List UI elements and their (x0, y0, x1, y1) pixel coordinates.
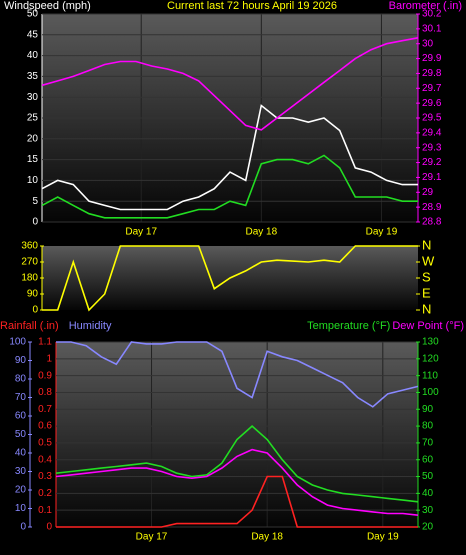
series-line (41, 37, 419, 131)
y3-tick-label: 50 (15, 429, 27, 440)
legend-entry: Dew Point (°F) (392, 320, 464, 332)
x-tick-label: Day 19 (366, 227, 398, 238)
y2-tick-label: 29.8 (422, 68, 442, 79)
y-tick-label: 360 (21, 241, 38, 252)
y2-tick-label: 29.3 (422, 142, 442, 153)
y2-tick-label: 30 (422, 38, 434, 49)
plot-background (56, 342, 418, 527)
y-tick-label: 20 (27, 133, 39, 144)
y-tick-label: 0.2 (38, 488, 52, 499)
y2-axis-label: Barometer (.in) (389, 0, 462, 12)
series-line (56, 341, 419, 408)
y2-tick-label: 29.7 (422, 83, 442, 94)
y-tick-label: 270 (21, 257, 38, 268)
y-tick-label: 1.1 (38, 337, 52, 348)
y2-tick-label: 29.9 (422, 53, 442, 64)
x-tick-label: Day 17 (136, 532, 168, 543)
y3-tick-label: 10 (15, 503, 27, 514)
y-axis-label: Windspeed (mph) (4, 0, 91, 12)
y3-tick-label: 30 (15, 466, 27, 477)
y2-tick-label: 29 (422, 187, 434, 198)
y-tick-label: 0.1 (38, 505, 52, 516)
y2-tick-label: 110 (422, 370, 438, 381)
y2-tick-label: N (422, 237, 431, 252)
y-tick-label: 30 (27, 92, 39, 103)
y-tick-label: 0 (46, 522, 52, 533)
y-tick-label: 0.8 (38, 387, 52, 398)
y-tick-label: 0.4 (38, 454, 52, 465)
y2-tick-label: 29.2 (422, 157, 442, 168)
y2-tick-label: 100 (422, 387, 439, 398)
y2-tick-label: 40 (422, 488, 434, 499)
y-tick-label: 35 (27, 71, 39, 82)
series-line (41, 154, 418, 219)
y3-tick-label: 100 (9, 337, 26, 348)
chart-title: Current last 72 hours April 19 2026 (167, 0, 337, 12)
y2-tick-label: 90 (422, 404, 434, 415)
y-tick-label: 0 (32, 305, 38, 316)
y-tick-label: 90 (27, 289, 39, 300)
x-tick-label: Day 18 (251, 532, 283, 543)
y-tick-label: 180 (21, 273, 38, 284)
y2-tick-label: 50 (422, 471, 434, 482)
y2-tick-label: 29.6 (422, 98, 442, 109)
y2-tick-label: 30.2 (422, 9, 442, 20)
series-line (56, 475, 418, 528)
y2-tick-label: 60 (422, 454, 434, 465)
y3-tick-label: 40 (15, 448, 27, 459)
y3-tick-label: 90 (15, 355, 27, 366)
y3-tick-label: 20 (15, 485, 27, 496)
series-line (42, 245, 418, 312)
y2-tick-label: E (422, 285, 431, 300)
y-tick-label: 0.6 (38, 421, 52, 432)
y-tick-label: 5 (32, 196, 38, 207)
x-tick-label: Day 18 (245, 227, 277, 238)
y2-tick-label: 30.1 (422, 23, 442, 34)
y2-tick-label: W (422, 253, 435, 268)
y-tick-label: 0.7 (38, 404, 52, 415)
y3-tick-label: 60 (15, 411, 27, 422)
y2-tick-label: 20 (422, 522, 434, 533)
y-tick-label: 50 (27, 9, 39, 20)
y-tick-label: 10 (27, 175, 39, 186)
y2-tick-label: 29.5 (422, 113, 442, 124)
y-tick-label: 0.3 (38, 471, 52, 482)
y-tick-label: 0.9 (38, 370, 52, 381)
y-tick-label: 0 (32, 217, 38, 228)
y2-tick-label: 70 (422, 438, 434, 449)
y3-tick-label: 70 (15, 392, 27, 403)
y2-tick-label: N (422, 301, 431, 316)
x-tick-label: Day 19 (367, 532, 399, 543)
y2-tick-label: 28.8 (422, 217, 442, 228)
y2-tick-label: 29.1 (422, 172, 442, 183)
x-tick-label: Day 17 (125, 227, 157, 238)
y2-tick-label: S (422, 269, 431, 284)
y-tick-label: 45 (27, 29, 39, 40)
y-tick-label: 25 (27, 113, 39, 124)
y-tick-label: 0.5 (38, 438, 52, 449)
y-tick-label: 1 (46, 353, 52, 364)
y-tick-label: 15 (27, 154, 39, 165)
series-line (55, 425, 419, 503)
y-tick-label: 40 (27, 50, 39, 61)
legend-entry: Rainfall (.in) (0, 320, 59, 332)
y2-tick-label: 29.4 (422, 127, 442, 138)
y3-tick-label: 0 (20, 522, 26, 533)
legend-entry: Temperature (°F) (307, 320, 390, 332)
y2-tick-label: 80 (422, 421, 434, 432)
y2-tick-label: 30 (422, 505, 434, 516)
legend-entry: Humidity (69, 320, 112, 332)
y2-tick-label: 28.9 (422, 202, 442, 213)
y3-tick-label: 80 (15, 374, 27, 385)
y2-tick-label: 120 (422, 353, 439, 364)
series-line (41, 104, 418, 211)
y2-tick-label: 130 (422, 337, 439, 348)
series-line (55, 448, 419, 516)
